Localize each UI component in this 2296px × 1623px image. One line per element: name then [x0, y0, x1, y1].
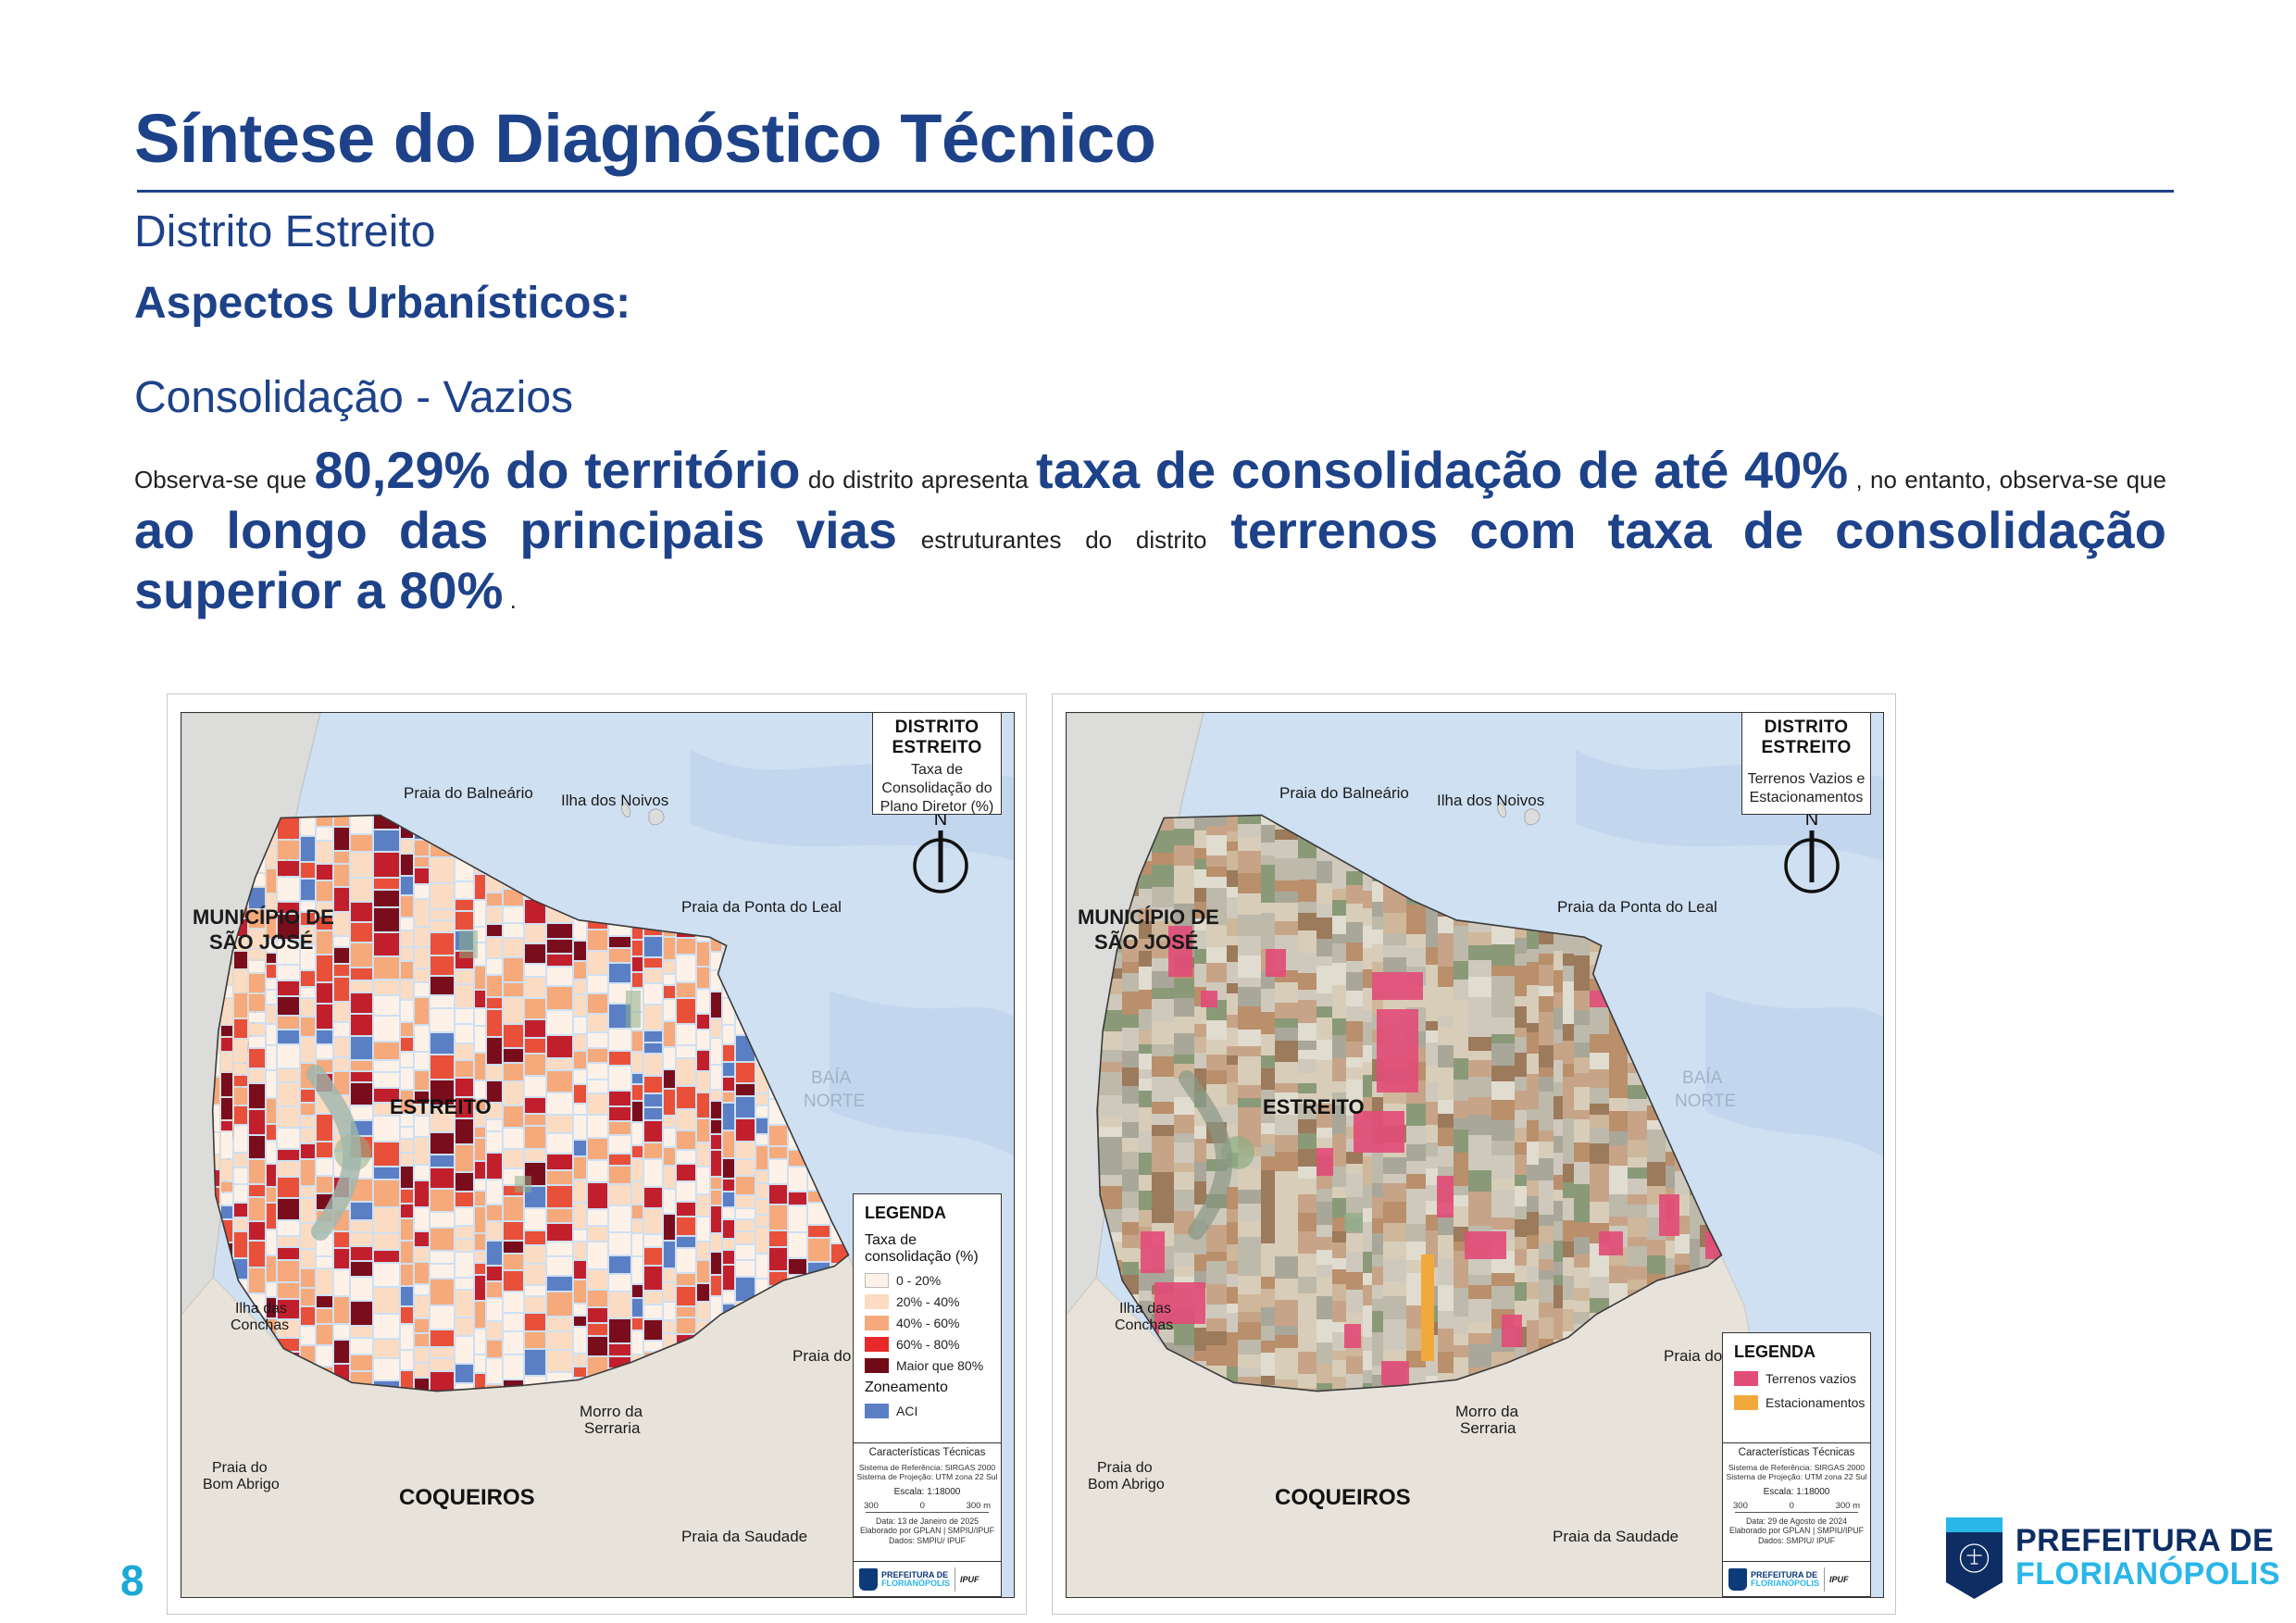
svg-text:MUNICÍPIO DE: MUNICÍPIO DE — [1078, 905, 1219, 929]
svg-text:NORTE: NORTE — [804, 1092, 865, 1111]
svg-text:ESTREITO: ESTREITO — [1263, 1095, 1365, 1118]
svg-text:COQUEIROS: COQUEIROS — [1275, 1485, 1411, 1510]
svg-text:Morro da: Morro da — [580, 1403, 643, 1420]
svg-text:SÃO JOSÉ: SÃO JOSÉ — [1094, 930, 1198, 954]
svg-text:Praia da Ponta do Leal: Praia da Ponta do Leal — [681, 898, 842, 916]
svg-text:Praia da Saudade: Praia da Saudade — [681, 1528, 807, 1545]
svg-text:Praia do Balneário: Praia do Balneário — [1279, 784, 1409, 802]
svg-text:Praia da Ponta do Leal: Praia da Ponta do Leal — [1557, 898, 1717, 916]
svg-text:Praia do Balneário: Praia do Balneário — [404, 784, 533, 802]
svg-text:Praia da Saudade: Praia da Saudade — [1553, 1528, 1678, 1545]
svg-text:Praia do: Praia do — [212, 1460, 268, 1476]
svg-text:Ilha dos Noivos: Ilha dos Noivos — [1437, 792, 1544, 809]
svg-text:SÃO JOSÉ: SÃO JOSÉ — [209, 930, 313, 954]
svg-text:Bom Abrigo: Bom Abrigo — [1088, 1477, 1165, 1492]
svg-text:Conchas: Conchas — [1115, 1317, 1173, 1333]
svg-text:BAÍA: BAÍA — [811, 1068, 852, 1088]
svg-text:Ilha dos Noivos: Ilha dos Noivos — [561, 792, 668, 809]
svg-text:Ilha das: Ilha das — [1119, 1301, 1171, 1317]
svg-text:Praia do: Praia do — [1097, 1460, 1153, 1476]
svg-text:MUNICÍPIO DE: MUNICÍPIO DE — [193, 905, 334, 929]
svg-text:BAÍA: BAÍA — [1682, 1068, 1723, 1088]
svg-text:COQUEIROS: COQUEIROS — [399, 1485, 535, 1510]
svg-text:Bom Abrigo: Bom Abrigo — [203, 1477, 280, 1492]
svg-text:Conchas: Conchas — [231, 1317, 289, 1333]
svg-text:Morro da: Morro da — [1455, 1403, 1519, 1420]
svg-text:Ilha das: Ilha das — [235, 1301, 287, 1317]
svg-text:ESTREITO: ESTREITO — [390, 1095, 492, 1118]
svg-text:Serraria: Serraria — [1460, 1419, 1516, 1437]
svg-text:Serraria: Serraria — [584, 1419, 641, 1437]
svg-text:NORTE: NORTE — [1675, 1092, 1736, 1111]
